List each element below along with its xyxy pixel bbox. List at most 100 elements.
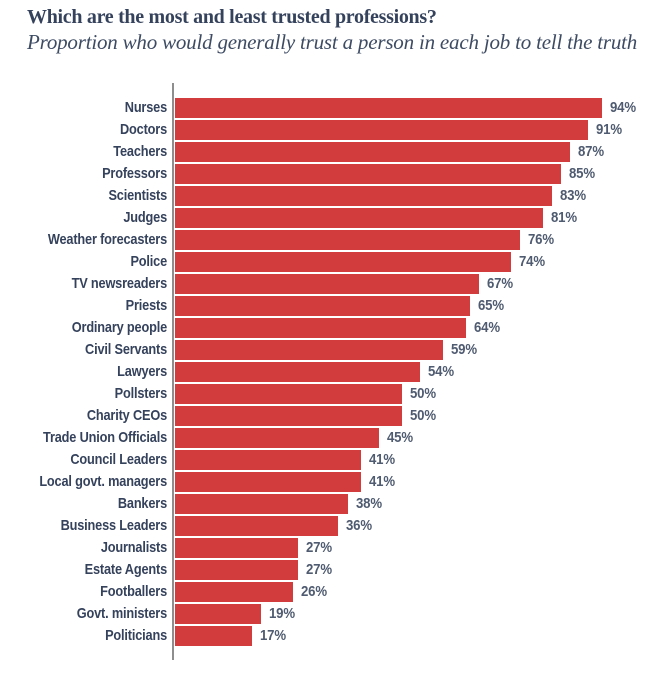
bar-value-label: 54% bbox=[428, 363, 454, 380]
bar bbox=[175, 538, 298, 558]
bar bbox=[175, 208, 543, 228]
bar-label: Doctors bbox=[120, 121, 167, 138]
bar bbox=[175, 516, 338, 536]
bar-value-label: 50% bbox=[410, 385, 436, 402]
bar-value-label: 81% bbox=[551, 209, 577, 226]
bar-value-label: 74% bbox=[519, 253, 545, 270]
bar-value-label: 83% bbox=[560, 187, 586, 204]
bar bbox=[175, 472, 361, 492]
bar-row: Judges 81% bbox=[0, 208, 666, 228]
bar bbox=[175, 362, 420, 382]
bar bbox=[175, 626, 252, 646]
bar-label: Politicians bbox=[105, 627, 167, 644]
bar-row: Professors 85% bbox=[0, 164, 666, 184]
bar bbox=[175, 252, 511, 272]
bar-row: Footballers 26% bbox=[0, 582, 666, 602]
bar bbox=[175, 318, 466, 338]
bar bbox=[175, 406, 402, 426]
bar bbox=[175, 494, 348, 514]
bar-value-label: 59% bbox=[451, 341, 477, 358]
bar-value-label: 38% bbox=[356, 495, 382, 512]
bar-row: Business Leaders 36% bbox=[0, 516, 666, 536]
bar-value-label: 41% bbox=[369, 473, 395, 490]
bar-label: TV newsreaders bbox=[71, 275, 168, 292]
bar-row: Scientists 83% bbox=[0, 186, 666, 206]
bar-row: Trade Union Officials 45% bbox=[0, 428, 666, 448]
bar-label: Professors bbox=[102, 165, 167, 182]
bar bbox=[175, 604, 261, 624]
chart-title: Which are the most and least trusted pro… bbox=[27, 6, 437, 28]
bar-label: Journalists bbox=[100, 539, 167, 556]
bar-value-label: 45% bbox=[387, 429, 413, 446]
bar-row: Lawyers 54% bbox=[0, 362, 666, 382]
bar-value-label: 76% bbox=[528, 231, 554, 248]
bar-row: Bankers 38% bbox=[0, 494, 666, 514]
bar-row: Govt. ministers 19% bbox=[0, 604, 666, 624]
bar-value-label: 27% bbox=[306, 561, 332, 578]
bar-value-label: 26% bbox=[301, 583, 327, 600]
bar-row: Local govt. managers 41% bbox=[0, 472, 666, 492]
bar-label: Business Leaders bbox=[60, 517, 168, 534]
bar-row: Pollsters 50% bbox=[0, 384, 666, 404]
bar bbox=[175, 582, 293, 602]
bar-row: Council Leaders 41% bbox=[0, 450, 666, 470]
bar-value-label: 27% bbox=[306, 539, 332, 556]
bar-row: TV newsreaders 67% bbox=[0, 274, 666, 294]
bar-row: Charity CEOs 50% bbox=[0, 406, 666, 426]
bar-label: Council Leaders bbox=[70, 451, 167, 468]
bar-label: Trade Union Officials bbox=[43, 429, 167, 446]
bar-value-label: 67% bbox=[487, 275, 513, 292]
bar-label: Scientists bbox=[108, 187, 167, 204]
bar bbox=[175, 142, 570, 162]
bar-value-label: 19% bbox=[269, 605, 295, 622]
bar-label: Pollsters bbox=[114, 385, 167, 402]
bar-row: Estate Agents 27% bbox=[0, 560, 666, 580]
bar-label: Footballers bbox=[100, 583, 167, 600]
bar bbox=[175, 340, 443, 360]
bar bbox=[175, 164, 561, 184]
bar-label: Govt. ministers bbox=[76, 605, 167, 622]
bar-value-label: 64% bbox=[474, 319, 500, 336]
bar-value-label: 94% bbox=[610, 99, 636, 116]
bar bbox=[175, 296, 470, 316]
bar bbox=[175, 384, 402, 404]
bar-label: Priests bbox=[125, 297, 168, 314]
bar-label: Estate Agents bbox=[84, 561, 168, 578]
bar-label: Bankers bbox=[117, 495, 167, 512]
bar-value-label: 41% bbox=[369, 451, 395, 468]
bar bbox=[175, 230, 520, 250]
bar bbox=[175, 274, 479, 294]
bar bbox=[175, 560, 298, 580]
bar-value-label: 36% bbox=[346, 517, 372, 534]
bar-value-label: 65% bbox=[478, 297, 504, 314]
bar bbox=[175, 428, 379, 448]
bar-label: Judges bbox=[123, 209, 167, 226]
bar-row: Journalists 27% bbox=[0, 538, 666, 558]
bar-label: Charity CEOs bbox=[86, 407, 167, 424]
bar-label: Local govt. managers bbox=[39, 473, 167, 490]
bar-row: Priests 65% bbox=[0, 296, 666, 316]
bar-row: Civil Servants 59% bbox=[0, 340, 666, 360]
bar-row: Politicians 17% bbox=[0, 626, 666, 646]
bar bbox=[175, 186, 552, 206]
bar-row: Teachers 87% bbox=[0, 142, 666, 162]
bar-label: Lawyers bbox=[117, 363, 167, 380]
bar bbox=[175, 98, 602, 118]
bar-value-label: 87% bbox=[578, 143, 604, 160]
bar-value-label: 50% bbox=[410, 407, 436, 424]
bar-row: Nurses 94% bbox=[0, 98, 666, 118]
bar-row: Doctors 91% bbox=[0, 120, 666, 140]
bar bbox=[175, 120, 588, 140]
bar-label: Civil Servants bbox=[85, 341, 167, 358]
bar-value-label: 17% bbox=[260, 627, 286, 644]
bar-value-label: 85% bbox=[569, 165, 595, 182]
bar-label: Ordinary people bbox=[71, 319, 167, 336]
bar bbox=[175, 450, 361, 470]
bar-label: Weather forecasters bbox=[47, 231, 167, 248]
y-axis-line bbox=[172, 83, 174, 660]
bar-row: Police 74% bbox=[0, 252, 666, 272]
bar-label: Nurses bbox=[124, 99, 167, 116]
chart-subtitle: Proportion who would generally trust a p… bbox=[27, 30, 638, 54]
